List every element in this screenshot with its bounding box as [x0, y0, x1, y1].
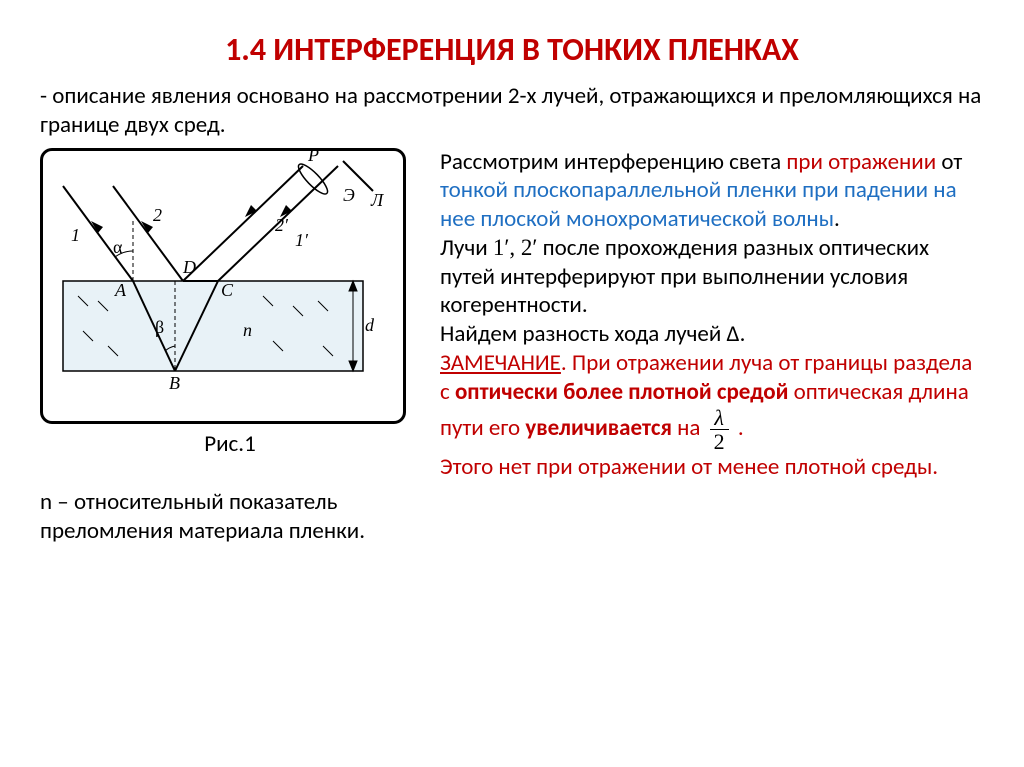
intro-text: - описание явления основано на рассмотре… [40, 82, 984, 140]
left-column: 1 2 α A D C B β 2′ 1′ P Э Л n d Ри [40, 148, 420, 546]
p1-end: . [834, 205, 840, 233]
lambda-over-2: λ2 [710, 406, 729, 453]
p2-math: 1′, 2′ [493, 235, 538, 260]
lbl-n: n [243, 320, 252, 340]
lbl-P: P [307, 151, 319, 165]
lbl-C: C [221, 280, 234, 300]
right-column: Рассмотрим интерференцию света при отраж… [440, 148, 984, 546]
p1-red: при отражении [786, 148, 936, 176]
p1-blue: тонкой плоскопараллельной пленки при пад… [440, 176, 957, 233]
p4-d: увеличивается [525, 414, 672, 442]
figure-svg: 1 2 α A D C B β 2′ 1′ P Э Л n d [43, 151, 403, 421]
p1-pre: Рассмотрим интерференцию света [440, 148, 786, 176]
paragraph-1: Рассмотрим интерференцию света при отраж… [440, 148, 984, 234]
p4-b: оптически более плотной средой [455, 378, 788, 406]
content-row: 1 2 α A D C B β 2′ 1′ P Э Л n d Ри [40, 148, 984, 546]
lbl-d: d [365, 315, 375, 335]
paragraph-3: Найдем разность хода лучей Δ. [440, 320, 984, 349]
p1-mid: от [936, 148, 962, 176]
p4-f: . [733, 414, 744, 442]
lbl-A: A [114, 280, 127, 300]
figure-1: 1 2 α A D C B β 2′ 1′ P Э Л n d [40, 148, 406, 424]
lbl-beta: β [155, 317, 164, 337]
frac-num: λ [710, 406, 729, 430]
p4-note: ЗАМЕЧАНИЕ [440, 349, 561, 377]
p2-pre: Лучи [440, 234, 493, 262]
lbl-E: Э [343, 185, 355, 205]
slide-title: 1.4 ИНТЕРФЕРЕНЦИЯ В ТОНКИХ ПЛЕНКАХ [40, 30, 984, 70]
left-note: n – относительный показатель преломления… [40, 488, 420, 546]
p4-e: на [672, 414, 706, 442]
lbl-L: Л [370, 190, 385, 210]
lbl-2p: 2′ [275, 215, 289, 235]
paragraph-2: Лучи 1′, 2′ после прохождения разных опт… [440, 234, 984, 320]
lbl-1p: 1′ [295, 230, 309, 250]
paragraph-5: Этого нет при отражении от менее плотной… [440, 453, 984, 482]
paragraph-4: ЗАМЕЧАНИЕ. При отражении луча от границы… [440, 349, 984, 454]
lbl-D: D [182, 257, 196, 277]
figure-caption: Рис.1 [40, 430, 420, 459]
lbl-B: B [169, 373, 180, 393]
lbl-alpha: α [113, 237, 123, 257]
frac-den: 2 [710, 430, 729, 453]
lbl-2: 2 [153, 205, 162, 225]
lbl-1: 1 [71, 225, 80, 245]
